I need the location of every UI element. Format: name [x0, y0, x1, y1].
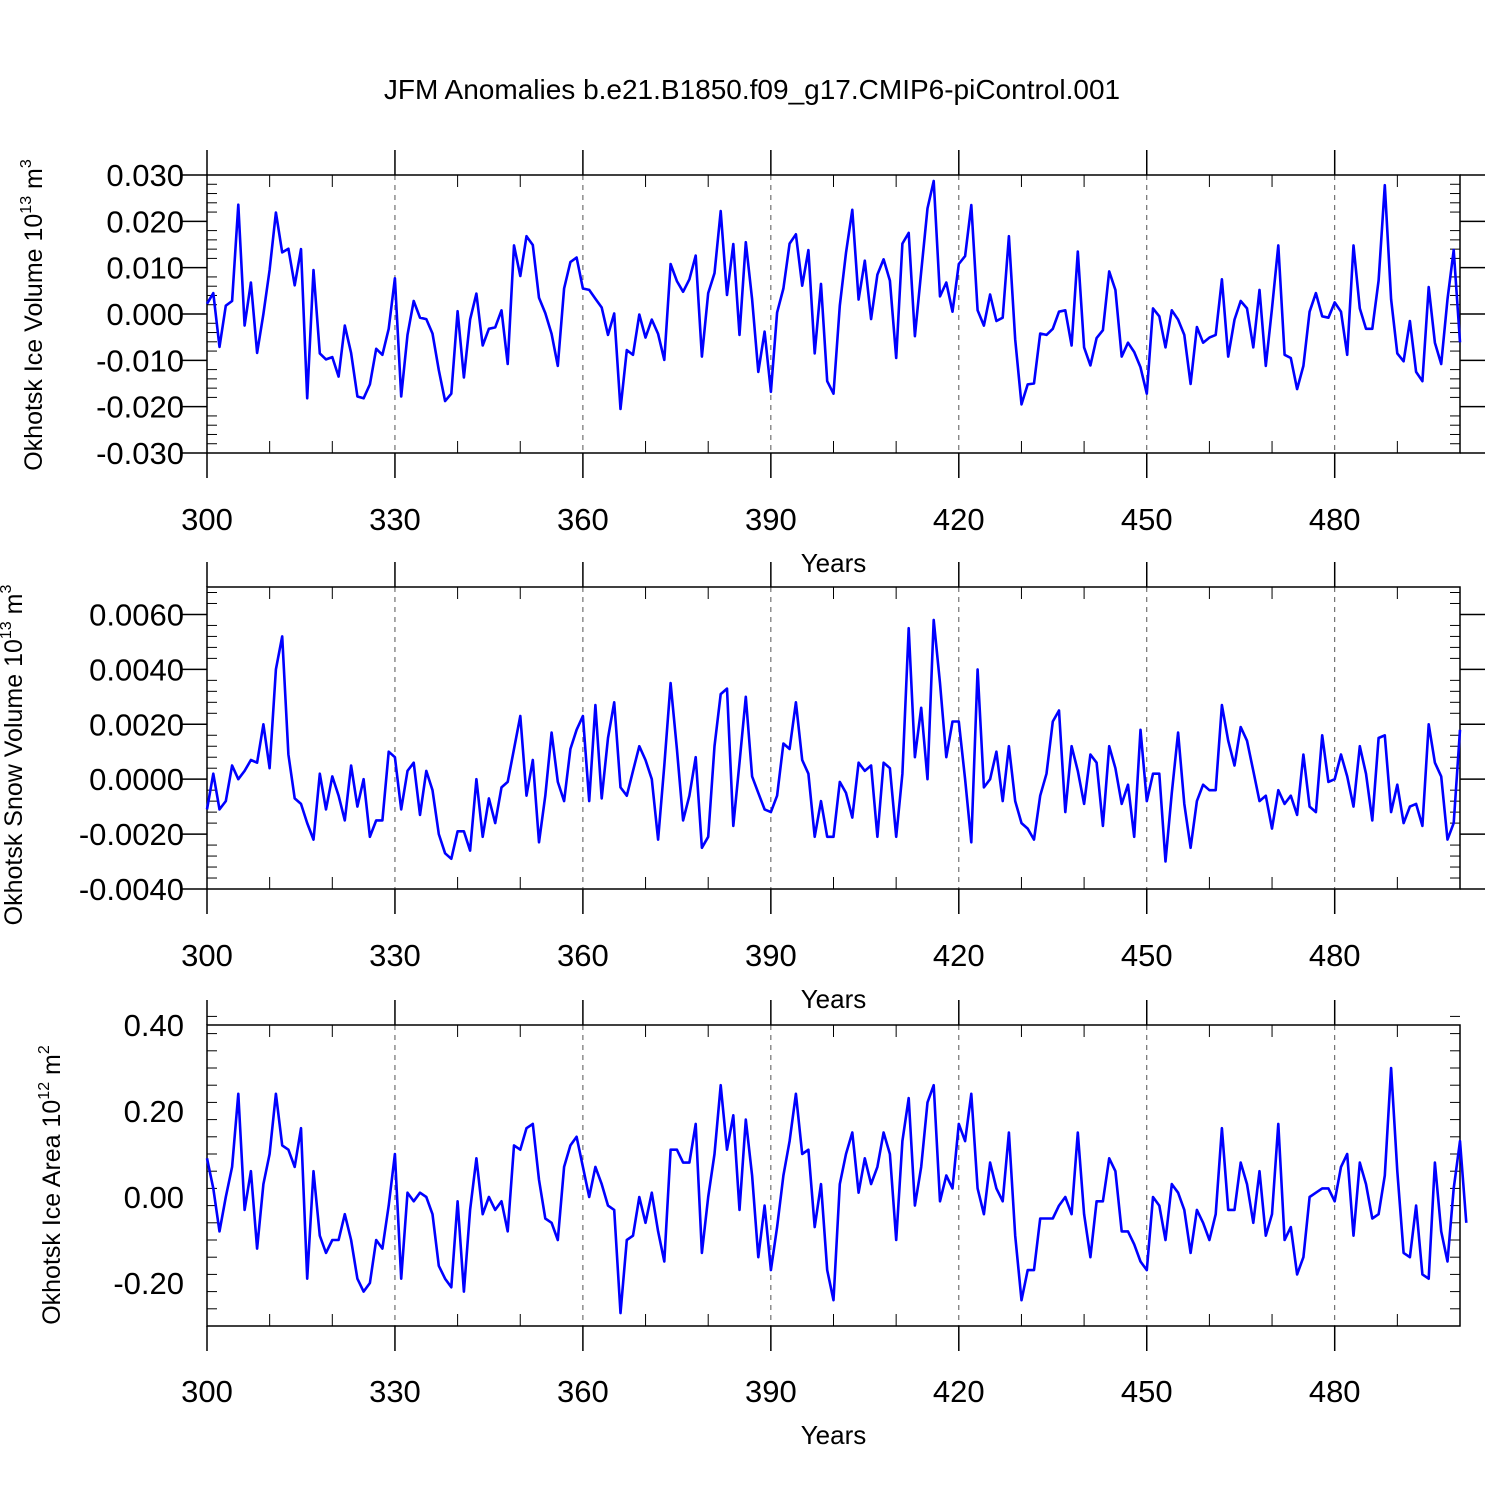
- series-line-ice-volume: [205, 179, 1462, 411]
- y-tick-label: 0.0060: [89, 597, 184, 632]
- y-tick-label: 0.010: [106, 251, 184, 286]
- x-tick-label: 480: [1309, 502, 1361, 537]
- y-axis-title-unit-exp: 3: [18, 159, 35, 168]
- y-tick-label: -0.0020: [79, 817, 184, 852]
- series-line-ice-area: [205, 1066, 1468, 1315]
- y-axis-title-text: Okhotsk Ice Area 10: [38, 1100, 66, 1325]
- y-tick-label: 0.00: [124, 1180, 184, 1215]
- y-axis-title-exp: 13: [0, 621, 15, 639]
- y-tick-label: 0.0000: [89, 762, 184, 797]
- panel-snow-volume: -0.0040 -0.0020 0.0000 0.0020 0.0040 0.0060 30…: [0, 562, 1485, 1014]
- x-axis-title: Years: [801, 548, 867, 578]
- x-tick-label: 360: [557, 938, 609, 973]
- panel-ice-area: -0.20 0.00 0.20 0.40 300 330 360 390 420 450 480 Ye…: [36, 1000, 1468, 1450]
- y-tick-label: -0.020: [96, 390, 184, 425]
- y-tick-label: 0.0020: [89, 707, 184, 742]
- x-axis-title: Years: [801, 984, 867, 1014]
- y-axis-title-exp: 13: [18, 196, 35, 214]
- x-tick-label: 360: [557, 502, 609, 537]
- chart-title: JFM Anomalies b.e21.B1850.f09_g17.CMIP6-…: [384, 74, 1120, 105]
- y-axis-title-exp: 12: [36, 1082, 53, 1100]
- x-tick-label: 390: [745, 502, 797, 537]
- x-tick-label: 420: [933, 1374, 985, 1409]
- x-tick-label: 330: [369, 1374, 421, 1409]
- y-tick-label: -0.0040: [79, 872, 184, 907]
- y-axis-title-text: Okhotsk Ice Volume 10: [20, 214, 48, 471]
- y-tick-label: 0.40: [124, 1008, 184, 1043]
- y-axis-title: Okhotsk Snow Volume 1013 m3: [0, 585, 28, 926]
- y-axis-title-unit: m: [38, 1054, 66, 1082]
- y-tick-label: -0.010: [96, 343, 184, 378]
- y-tick-label: 0.20: [124, 1094, 184, 1129]
- x-tick-label: 480: [1309, 938, 1361, 973]
- x-tick-label: 360: [557, 1374, 609, 1409]
- panel-ice-volume: -0.030 -0.020 -0.010 0.000 0.010 0.020 0.030 30…: [18, 150, 1485, 578]
- x-tick-label: 450: [1121, 1374, 1173, 1409]
- x-tick-label: 330: [369, 938, 421, 973]
- x-tick-label: 480: [1309, 1374, 1361, 1409]
- y-tick-label: 0.000: [106, 297, 184, 332]
- series-line-snow-volume: [205, 618, 1462, 863]
- y-axis-title: Okhotsk Ice Area 1012 m2: [36, 1045, 66, 1325]
- x-tick-label: 390: [745, 1374, 797, 1409]
- x-tick-label: 390: [745, 938, 797, 973]
- y-tick-label: -0.20: [113, 1266, 184, 1301]
- x-tick-label: 420: [933, 938, 985, 973]
- x-axis-title: Years: [801, 1420, 867, 1450]
- y-axis-title-unit-exp: 2: [36, 1045, 53, 1054]
- x-tick-label: 330: [369, 502, 421, 537]
- x-tick-label: 300: [181, 502, 233, 537]
- y-axis-title-unit: m: [20, 168, 48, 196]
- x-tick-label: 450: [1121, 938, 1173, 973]
- x-tick-label: 300: [181, 1374, 233, 1409]
- x-tick-label: 300: [181, 938, 233, 973]
- y-axis-title-unit: m: [0, 594, 28, 622]
- y-tick-label: 0.020: [106, 204, 184, 239]
- y-tick-label: 0.030: [106, 158, 184, 193]
- y-axis-title-unit-exp: 3: [0, 585, 15, 594]
- x-tick-label: 420: [933, 502, 985, 537]
- x-tick-label: 450: [1121, 502, 1173, 537]
- y-axis-title: Okhotsk Ice Volume 1013 m3: [18, 159, 48, 471]
- y-axis-title-text: Okhotsk Snow Volume 10: [0, 639, 28, 925]
- y-tick-label: 0.0040: [89, 652, 184, 687]
- y-tick-label: -0.030: [96, 436, 184, 471]
